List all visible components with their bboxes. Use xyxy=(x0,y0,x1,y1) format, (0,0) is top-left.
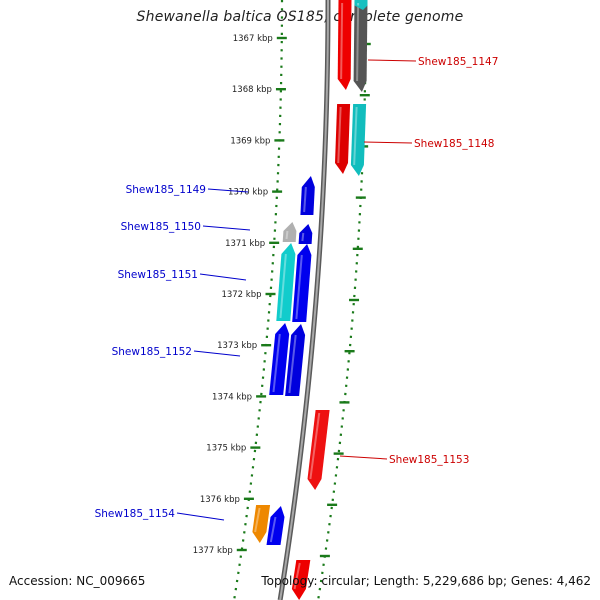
gene-arrow-body xyxy=(298,224,313,244)
gene-label-leader xyxy=(207,188,249,193)
gene-arrow-sheen xyxy=(293,562,301,590)
gene-arrow-sheen xyxy=(303,186,307,213)
gene-label-leader xyxy=(193,350,241,357)
gene-label[interactable]: Shew185_1153 xyxy=(389,454,469,466)
gene-label[interactable]: Shew185_1152 xyxy=(112,346,192,358)
gene-label-leader xyxy=(202,225,251,231)
gene-arrow-sheen xyxy=(301,232,305,242)
gene-arrow-sheen xyxy=(272,333,281,393)
gene-arrow-sheen xyxy=(353,106,358,166)
gene-label[interactable]: Shew185_1151 xyxy=(118,269,198,281)
genome-info-text: Topology: circular; Length: 5,229,686 bp… xyxy=(261,574,591,588)
gene-arrow-body xyxy=(307,410,330,490)
gene-arrow[interactable] xyxy=(285,324,306,396)
scale-tick-label: 1371 kbp xyxy=(225,239,265,249)
gene-arrow-body xyxy=(285,324,306,396)
gene-label-leader xyxy=(363,141,413,144)
gene-arrow-sheen xyxy=(309,412,321,480)
gene-arrow-body xyxy=(291,560,311,600)
gene-arrow-body xyxy=(350,104,367,176)
scale-tick-label: 1369 kbp xyxy=(230,136,270,146)
gene-arrow-sheen xyxy=(295,254,303,320)
gene-arrow-body xyxy=(266,506,285,545)
gene-arrow-body xyxy=(276,243,296,321)
gene-arrow[interactable] xyxy=(269,323,290,395)
gene-arrow[interactable] xyxy=(252,505,271,543)
gene-arrow-sheen xyxy=(337,106,342,164)
gene-label[interactable]: Shew185_1147 xyxy=(418,56,498,68)
gene-arrow[interactable] xyxy=(350,104,367,176)
gene-arrow-body xyxy=(282,222,297,242)
gene-arrow[interactable] xyxy=(353,0,368,92)
scale-tick-label: 1373 kbp xyxy=(217,341,257,351)
scale-tick-label: 1376 kbp xyxy=(200,495,240,505)
scale-tick-label: 1374 kbp xyxy=(212,392,252,402)
gene-arrow-sheen xyxy=(356,2,360,82)
gene-arrow-body xyxy=(300,176,315,215)
scale-tick-label: 1372 kbp xyxy=(221,290,261,300)
gene-arrow-sheen xyxy=(269,516,277,543)
gene-arrow[interactable] xyxy=(282,222,297,242)
gene-arrow[interactable] xyxy=(276,243,296,321)
gene-arrow[interactable] xyxy=(292,244,312,322)
gene-arrow[interactable] xyxy=(337,0,352,90)
gene-arrow[interactable] xyxy=(354,0,368,10)
gene-arrow-body xyxy=(269,323,290,395)
gene-label[interactable]: Shew185_1148 xyxy=(414,138,494,150)
scale-tick-label: 1367 kbp xyxy=(233,34,273,44)
gene-arrow[interactable] xyxy=(300,176,315,215)
scale-track xyxy=(233,0,284,600)
gene-arrow[interactable] xyxy=(307,410,330,490)
gene-arrow-body xyxy=(354,0,368,10)
gene-arrow-sheen xyxy=(340,2,344,80)
right-track xyxy=(317,0,368,600)
accession-text: Accession: NC_009665 xyxy=(9,574,146,588)
gene-arrow-sheen xyxy=(254,507,261,533)
gene-arrow-sheen xyxy=(288,334,297,394)
chromosome-backbone-highlight xyxy=(279,0,329,600)
gene-arrow[interactable] xyxy=(335,104,351,174)
gene-label-leader xyxy=(176,512,225,521)
gene-arrow-body xyxy=(335,104,351,174)
gene-label-leader xyxy=(367,59,417,62)
gene-label[interactable]: Shew185_1150 xyxy=(121,221,201,233)
scale-tick-label: 1370 kbp xyxy=(228,188,268,198)
scale-tick-label: 1375 kbp xyxy=(206,444,246,454)
gene-arrow-body xyxy=(252,505,271,543)
scale-tick-label: 1368 kbp xyxy=(232,85,272,95)
gene-arrow-body xyxy=(353,0,368,92)
gene-arrow[interactable] xyxy=(266,506,285,545)
gene-arrow-body xyxy=(292,244,312,322)
scale-tick-label: 1377 kbp xyxy=(193,546,233,556)
gene-label[interactable]: Shew185_1149 xyxy=(126,184,206,196)
gene-label-leader xyxy=(339,455,388,460)
gene-arrow[interactable] xyxy=(298,224,313,244)
gene-arrow-sheen xyxy=(285,230,289,240)
gene-arrow-body xyxy=(337,0,352,90)
map-title: Shewanella baltica OS185, complete genom… xyxy=(136,9,464,25)
gene-arrow-sheen xyxy=(279,253,287,319)
gene-arrow[interactable] xyxy=(291,560,311,600)
gene-label[interactable]: Shew185_1154 xyxy=(95,508,176,520)
gene-label-leader xyxy=(199,273,247,281)
